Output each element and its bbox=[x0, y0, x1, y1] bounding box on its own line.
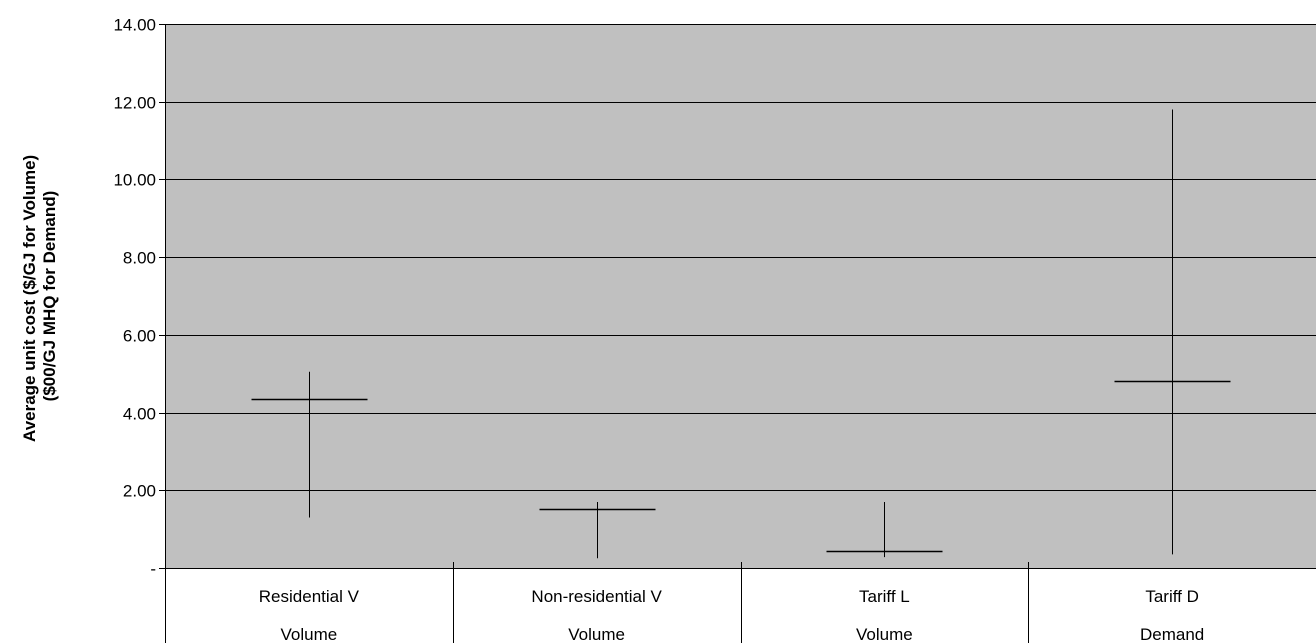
y-tick-label: 10.00 bbox=[113, 171, 156, 190]
x-axis: Residential V Volume Non-residential V Volu… bbox=[165, 562, 1316, 643]
y-tick-label: 14.00 bbox=[113, 16, 156, 35]
category-label: Tariff L bbox=[859, 587, 910, 606]
y-axis-title-line-2: ($00/GJ MHQ for Demand) bbox=[40, 191, 59, 402]
gridlines bbox=[165, 24, 1316, 491]
y-tick-label: 4.00 bbox=[123, 405, 156, 424]
y-tick-label: 12.00 bbox=[113, 94, 156, 113]
plot-area bbox=[165, 24, 1316, 568]
y-axis: - 2.00 4.00 6.00 8.00 10.00 12.00 14.00 bbox=[113, 16, 166, 643]
category-sublabel: Demand bbox=[1140, 625, 1204, 643]
y-tick-label: - bbox=[150, 560, 156, 579]
y-axis-title: Average unit cost ($/GJ for Volume) ($00… bbox=[20, 150, 59, 442]
category-label: Residential V bbox=[259, 587, 360, 606]
y-tick-label: 6.00 bbox=[123, 327, 156, 346]
y-tick-label: 2.00 bbox=[123, 482, 156, 501]
category-sublabel: Volume bbox=[281, 625, 338, 643]
category-sublabel: Volume bbox=[856, 625, 913, 643]
y-tick-label: 8.00 bbox=[123, 249, 156, 268]
data-marks bbox=[251, 109, 1231, 559]
category-label: Tariff D bbox=[1145, 587, 1199, 606]
y-axis-title-line-1: Average unit cost ($/GJ for Volume) bbox=[20, 155, 39, 442]
category-label: Non-residential V bbox=[531, 587, 662, 606]
category-sublabel: Volume bbox=[568, 625, 625, 643]
